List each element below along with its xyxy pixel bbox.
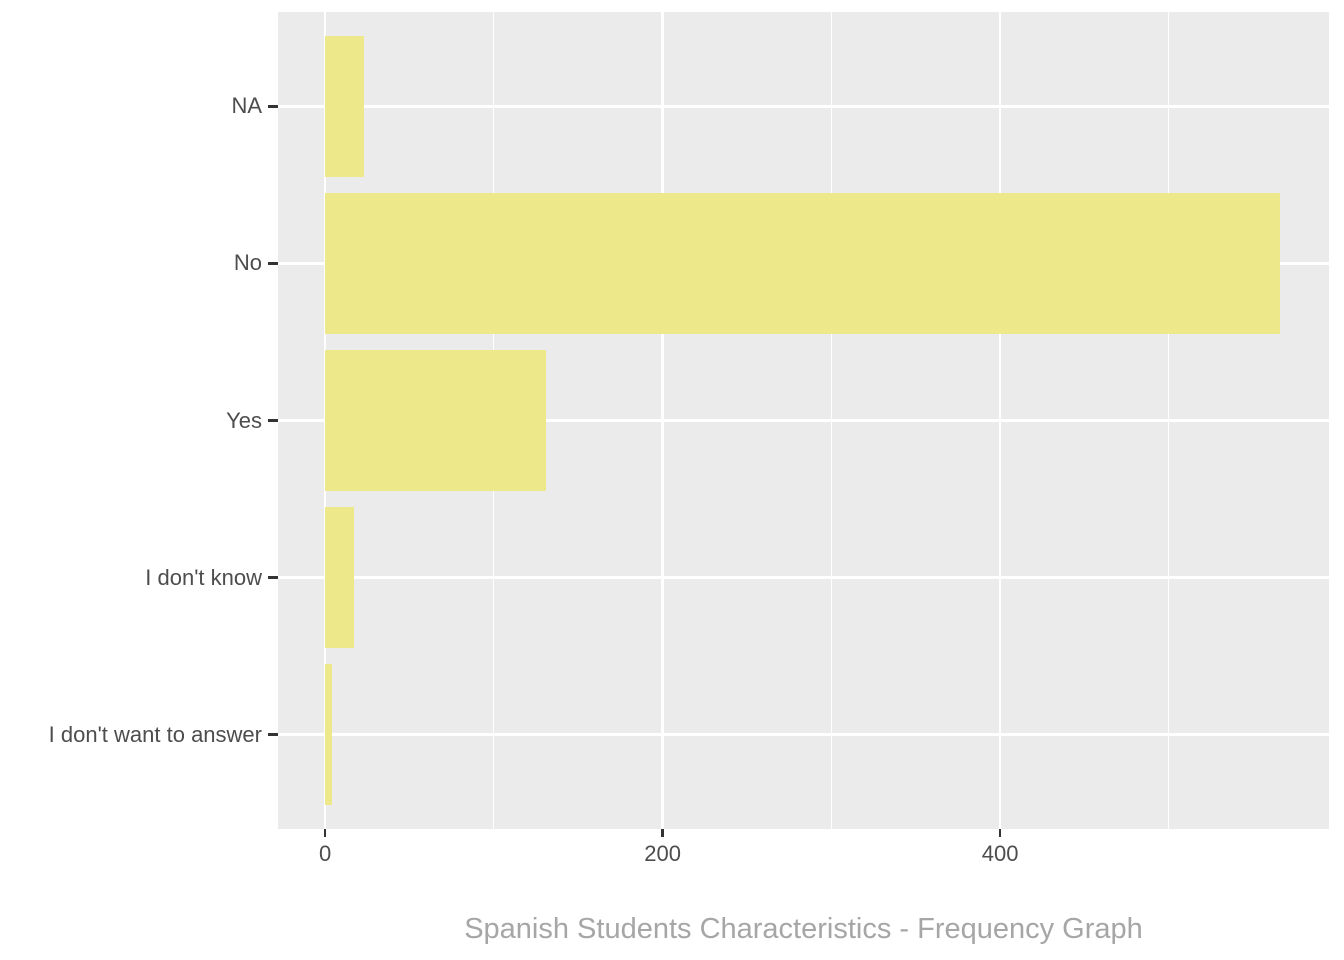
x-axis-tick-label: 400 <box>981 841 1019 866</box>
y-axis-label: Yes <box>226 407 262 433</box>
y-axis-tick <box>268 419 278 422</box>
bar <box>325 192 1281 335</box>
y-axis-label: I don't want to answer <box>48 721 262 747</box>
bar <box>325 349 547 492</box>
bar <box>325 664 332 806</box>
gridline-major-horizontal <box>278 419 1329 422</box>
y-axis-label: No <box>233 250 262 276</box>
x-axis-tick <box>323 829 327 837</box>
gridline-major-horizontal <box>278 733 1329 737</box>
chart-title: Spanish Students Characteristics - Frequ… <box>464 913 1143 945</box>
x-axis-tick <box>661 829 664 837</box>
gridline-major-horizontal <box>278 104 1329 108</box>
y-axis-tick <box>268 262 278 265</box>
x-axis-tick <box>998 829 1002 837</box>
y-axis-label: NA <box>231 93 262 119</box>
gridline-major-horizontal <box>278 576 1329 579</box>
x-axis-tick-label: 200 <box>644 841 681 866</box>
bar <box>325 35 364 177</box>
plot-panel <box>278 12 1329 829</box>
y-axis-tick <box>268 576 278 579</box>
y-axis-label: I don't know <box>145 564 262 590</box>
y-axis-tick <box>268 733 278 736</box>
x-axis-tick-label: 0 <box>318 841 332 866</box>
y-axis-tick <box>268 105 278 108</box>
bar <box>325 506 354 649</box>
